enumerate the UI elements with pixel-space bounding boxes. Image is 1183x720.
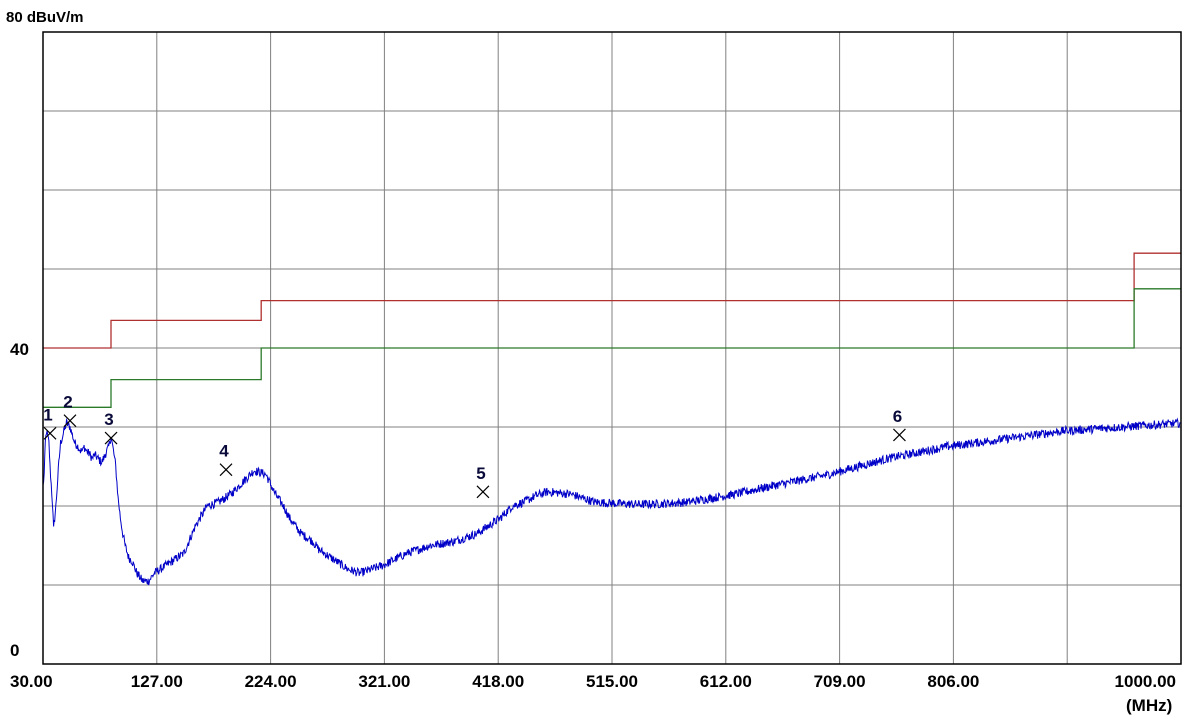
x-tick-label: 1000.00	[1115, 672, 1176, 691]
x-tick-label: 612.00	[700, 672, 752, 691]
series-layer	[42, 252, 1182, 586]
peak-marker-label: 2	[63, 393, 72, 412]
markers: 12 3 4 5 6	[43, 393, 906, 499]
x-tick-label: 515.00	[586, 672, 638, 691]
peak-marker: 1	[43, 405, 57, 440]
peak-marker: 6	[893, 407, 906, 442]
y-mid-label: 40	[10, 340, 29, 359]
x-tick-labels: 30.00 127.00 224.00 321.00 418.00 515.00 612.0…	[10, 672, 1176, 691]
peak-marker-label: 1	[43, 405, 52, 424]
x-tick-label: 418.00	[472, 672, 524, 691]
measurement-trace	[42, 417, 1182, 586]
peak-marker: 3	[104, 410, 118, 445]
peak-marker-label: 5	[476, 464, 485, 483]
limit-line	[43, 252, 1181, 349]
peak-marker-label: 4	[219, 442, 229, 461]
y-top-label: 80 dBuV/m	[6, 9, 84, 26]
x-tick-label: 321.00	[358, 672, 410, 691]
x-tick-label: 806.00	[927, 672, 979, 691]
peak-marker: 2	[63, 393, 77, 428]
peak-marker-label: 3	[104, 410, 113, 429]
peak-marker-label: 6	[893, 407, 902, 426]
x-unit-label: (MHz)	[1126, 696, 1172, 715]
peak-marker: 5	[476, 464, 490, 499]
peak-marker: 4	[219, 442, 233, 477]
plot-frame	[42, 31, 1182, 665]
limit-line	[43, 288, 1181, 408]
x-tick-label: 127.00	[131, 672, 183, 691]
x-tick-label: 30.00	[10, 672, 53, 691]
x-tick-label: 709.00	[814, 672, 866, 691]
y-bottom-label: 0	[10, 641, 19, 660]
axis-labels: 80 dBuV/m 40 0 (MHz)	[6, 9, 1172, 715]
x-tick-label: 224.00	[245, 672, 297, 691]
